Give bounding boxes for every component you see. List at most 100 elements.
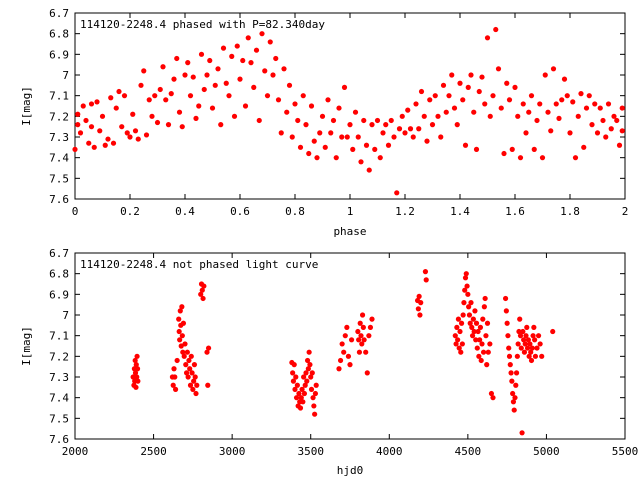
- phased-y-tick-label: 7.1: [49, 90, 69, 103]
- unphased-x-tick-label: 2500: [140, 445, 167, 458]
- unphased-x-tick-label: 4000: [376, 445, 403, 458]
- phased-plot-frame: [74, 12, 626, 200]
- unphased-data-point: [298, 395, 304, 401]
- unphased-y-tick-label: 7: [62, 309, 69, 322]
- phased-data-point: [597, 105, 603, 111]
- unphased-data-point: [505, 333, 511, 339]
- unphased-data-point: [507, 362, 513, 368]
- phased-data-point: [77, 130, 84, 136]
- phased-data-point: [295, 117, 301, 124]
- unphased-data-point: [475, 328, 481, 335]
- phased-data-point: [394, 190, 400, 196]
- unphased-data-point: [524, 324, 530, 330]
- unphased-data-point: [506, 353, 513, 359]
- phased-data-point: [504, 80, 510, 86]
- unphased-data-point: [504, 320, 510, 326]
- unphased-data-point: [537, 341, 543, 347]
- phased-data-point: [229, 53, 235, 60]
- unphased-data-point: [292, 386, 298, 392]
- unphased-x-tick-label: 5500: [612, 445, 639, 458]
- phased-data-point: [526, 109, 532, 115]
- phased-data-point: [314, 155, 320, 161]
- phased-data-point: [132, 128, 139, 134]
- phased-data-point: [88, 101, 95, 107]
- phased-data-point: [462, 142, 469, 148]
- phased-data-point: [449, 72, 455, 78]
- unphased-data-point: [293, 374, 299, 380]
- phased-data-point: [207, 57, 213, 64]
- unphased-y-tick-label: 7.3: [49, 371, 69, 384]
- unphased-data-point: [468, 300, 474, 306]
- unphased-data-point: [458, 320, 465, 326]
- phased-data-point: [380, 130, 386, 136]
- unphased-data-point: [487, 341, 493, 347]
- unphased-data-point: [472, 308, 478, 314]
- phased-data-point: [341, 84, 348, 90]
- phased-data-point: [138, 82, 144, 88]
- unphased-data-point: [535, 333, 542, 339]
- phased-data-point: [319, 113, 326, 119]
- phased-data-point: [204, 72, 210, 78]
- unphased-data-point: [290, 370, 296, 376]
- unphased-x-tick-label: 2000: [62, 445, 89, 458]
- unphased-data-point: [171, 366, 177, 372]
- unphased-data-point: [193, 390, 199, 397]
- unphased-data-point: [525, 337, 531, 343]
- unphased-data-point: [309, 370, 315, 376]
- phased-data-point: [619, 105, 625, 111]
- unphased-data-point: [516, 328, 522, 335]
- unphased-x-tick-label: 3000: [219, 445, 246, 458]
- phased-data-point: [482, 101, 488, 107]
- unphased-data-point: [312, 390, 319, 397]
- unphased-data-point: [201, 283, 207, 289]
- phased-data-point: [328, 130, 334, 136]
- unphased-data-point: [296, 390, 302, 397]
- unphased-y-tick-label: 7.1: [49, 330, 69, 343]
- unphased-data-point: [187, 366, 193, 372]
- unphased-data-point: [508, 370, 514, 376]
- unphased-y-tick-label: 7.6: [49, 433, 69, 446]
- unphased-data-point: [523, 333, 529, 339]
- phased-data-point: [223, 80, 229, 86]
- phased-data-point: [501, 150, 507, 157]
- unphased-data-point: [307, 362, 313, 368]
- phased-data-point: [603, 134, 609, 140]
- phased-x-tick-label: 1.2: [395, 205, 415, 218]
- unphased-data-point: [177, 337, 183, 343]
- unphased-data-point: [550, 328, 556, 335]
- unphased-data-point: [366, 333, 372, 339]
- phased-y-tick-label: 7.5: [49, 172, 69, 185]
- unphased-data-point: [418, 300, 424, 306]
- phased-data-point: [311, 138, 317, 144]
- unphased-data-point: [369, 316, 375, 322]
- unphased-data-point: [304, 378, 310, 384]
- phased-x-tick-label: 0.6: [230, 205, 250, 218]
- phased-data-point: [498, 105, 504, 111]
- phased-data-point: [438, 134, 444, 140]
- unphased-data-point: [485, 349, 491, 355]
- unphased-data-point: [344, 324, 350, 330]
- unphased-data-point: [526, 353, 532, 359]
- phased-data-point: [297, 144, 304, 150]
- phased-data-point: [388, 117, 394, 124]
- unphased-data-point: [471, 328, 477, 335]
- unphased-data-point: [454, 324, 460, 330]
- unphased-data-point: [188, 353, 194, 359]
- unphased-data-point: [466, 312, 473, 318]
- phased-data-point: [119, 124, 125, 130]
- unphased-data-point: [484, 320, 491, 326]
- unphased-data-point: [199, 287, 205, 293]
- phased-y-tick-label: 7: [62, 69, 69, 82]
- unphased-data-point: [515, 341, 521, 347]
- unphased-data-point: [180, 349, 186, 355]
- phased-data-point: [572, 155, 579, 161]
- unphased-data-point: [461, 300, 467, 306]
- unphased-data-point: [481, 304, 487, 310]
- phased-data-point: [193, 115, 199, 121]
- phased-data-point: [303, 122, 309, 128]
- phased-data-point: [190, 74, 196, 80]
- unphased-data-point: [513, 370, 520, 376]
- phased-x-tick-label: 0.2: [120, 205, 140, 218]
- unphased-data-point: [469, 324, 475, 330]
- unphased-data-point: [513, 382, 519, 388]
